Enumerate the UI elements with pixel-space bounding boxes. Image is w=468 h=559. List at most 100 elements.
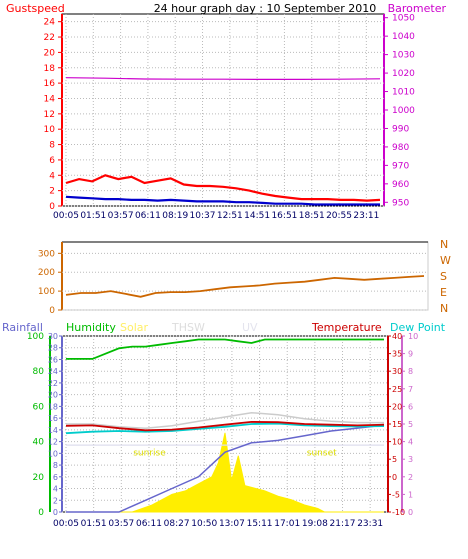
uv-y-tick-label: 9: [408, 350, 413, 359]
annotation-sunset: sunset: [307, 449, 337, 459]
wind-x-tick-label: 10:37: [190, 211, 216, 221]
rain-y-tick-label: 16: [48, 414, 58, 423]
direction-series-line: [65, 275, 425, 298]
gustspeed-axis-label: Gustspeed: [6, 2, 65, 15]
solar-series-area: [66, 432, 384, 513]
rain-y-tick-label: 28: [48, 344, 58, 353]
wind-x-tick-label: 03:57: [108, 211, 134, 221]
rain-y-tick-label: 24: [48, 367, 58, 376]
gust-y-tick-label: 6: [49, 156, 55, 166]
gust-y-tick-label: 22: [44, 33, 55, 43]
temp-x-tick-label: 17:01: [274, 519, 300, 529]
page-title: 24 hour graph day : 10 September 2010: [154, 2, 377, 15]
wind-x-tick-label: 06:11: [135, 211, 161, 221]
temp-y-tick-label: 15: [392, 420, 402, 429]
baro-y-tick-label: 950: [392, 198, 409, 208]
uv-y-tick-label: 5: [408, 420, 413, 429]
wind-x-tick-label: 12:51: [217, 211, 243, 221]
legend-thsw: THSW: [171, 321, 205, 334]
direction-plot-frame: [61, 241, 429, 311]
compass-label: S: [440, 270, 447, 283]
temp-y-tick-label: 10: [392, 438, 402, 447]
temp-x-tick-label: 15:11: [247, 519, 273, 529]
rain-y-tick-label: 4: [53, 485, 58, 494]
baro-y-tick-label: 990: [392, 124, 409, 134]
legend-temperature: Temperature: [311, 321, 382, 334]
gust-y-tick-label: 2: [49, 187, 55, 197]
direction-y-tick-label: 100: [38, 287, 55, 297]
rain-y-tick-label: 2: [53, 496, 58, 505]
wind-x-tick-label: 18:51: [299, 211, 325, 221]
legend-rainfall: Rainfall: [2, 321, 43, 334]
baro-y-tick-label: 960: [392, 180, 409, 190]
legend-dew-point: Dew Point: [390, 321, 446, 334]
temp-y-tick-label: 25: [392, 385, 402, 394]
temp-y-tick-label: 35: [392, 350, 402, 359]
gust-y-tick-label: 12: [44, 110, 55, 120]
compass-label: N: [440, 238, 448, 251]
temp-x-tick-label: 00:05: [53, 519, 79, 529]
wind-x-tick-label: 00:05: [53, 211, 79, 221]
uv-y-tick-label: 6: [408, 402, 413, 411]
rain-y-tick-label: 20: [48, 391, 58, 400]
temp-x-tick-label: 21:17: [330, 519, 356, 529]
uv-y-tick-label: 2: [408, 473, 413, 482]
wind-x-tick-label: 20:55: [326, 211, 352, 221]
direction-y-tick-label: 200: [38, 268, 55, 278]
humidity-y-tick-label: 80: [33, 367, 45, 377]
temp-x-tick-label: 03:57: [108, 519, 134, 529]
direction-y-tick-label: 300: [38, 249, 55, 259]
baro-y-tick-label: 1030: [392, 51, 415, 61]
compass-label: W: [440, 254, 451, 267]
rain-y-tick-label: 10: [48, 449, 58, 458]
uv-y-tick-label: 3: [408, 455, 413, 464]
humidity-series-line: [66, 338, 384, 360]
baro-y-tick-label: 980: [392, 143, 409, 153]
rain-y-tick-label: 8: [53, 461, 58, 470]
humidity-y-tick-label: 0: [38, 508, 44, 518]
baro-y-tick-label: 1000: [392, 106, 415, 116]
thsw-series-line: [66, 411, 384, 429]
wind-x-tick-label: 14:51: [244, 211, 270, 221]
wind-chart: 00:05 01:51 03:57 06:11 08:19 10:37 12:51 14:51…: [44, 13, 415, 221]
temp-humidity-chart: 020406080100024681012141618202224262830-…: [27, 332, 418, 529]
compass-label: E: [440, 286, 447, 299]
rain-y-tick-label: 18: [48, 402, 58, 411]
temp-x-tick-label: 23:31: [357, 519, 383, 529]
gust-y-tick-label: 24: [44, 18, 56, 28]
temp-x-tick-label: 19:08: [302, 519, 328, 529]
wind-x-tick-label: 01:51: [80, 211, 106, 221]
gust-y-tick-label: 20: [44, 48, 56, 58]
temp-y-tick-label: 20: [392, 402, 402, 411]
baro-y-tick-label: 1020: [392, 69, 415, 79]
wind-x-tick-label: 08:19: [162, 211, 188, 221]
temp-y-tick-label: 5: [392, 455, 397, 464]
barometer-axis-label: Barometer: [388, 2, 447, 15]
rain-y-tick-label: 22: [48, 379, 58, 388]
uv-y-tick-label: 4: [408, 438, 413, 447]
baro-y-tick-label: 1050: [392, 14, 415, 24]
temp-x-tick-label: 08:27: [164, 519, 190, 529]
legend-uv: UV: [242, 321, 258, 334]
gust-series-line: [65, 174, 381, 202]
rain-y-tick-label: 12: [48, 438, 58, 447]
temp-y-tick-label: 30: [392, 367, 402, 376]
rain-y-tick-label: 14: [48, 426, 58, 435]
uv-y-tick-label: 7: [408, 385, 413, 394]
uv-y-tick-label: 10: [408, 332, 418, 341]
dewpoint-series-line: [65, 422, 385, 435]
legend-solar: Solar: [120, 321, 149, 334]
uv-y-tick-label: 8: [408, 367, 413, 376]
rainfall-series-line: [66, 424, 385, 513]
rain-y-tick-label: 26: [48, 355, 58, 364]
barometer-series-line: [65, 77, 381, 81]
gust-y-tick-label: 14: [44, 94, 56, 104]
humidity-y-tick-label: 40: [33, 438, 45, 448]
temperature-series-line: [65, 420, 385, 432]
legend-humidity: Humidity: [66, 321, 116, 334]
humidity-y-tick-label: 20: [33, 473, 45, 483]
annotation-sunrise: sunrise: [133, 449, 166, 459]
